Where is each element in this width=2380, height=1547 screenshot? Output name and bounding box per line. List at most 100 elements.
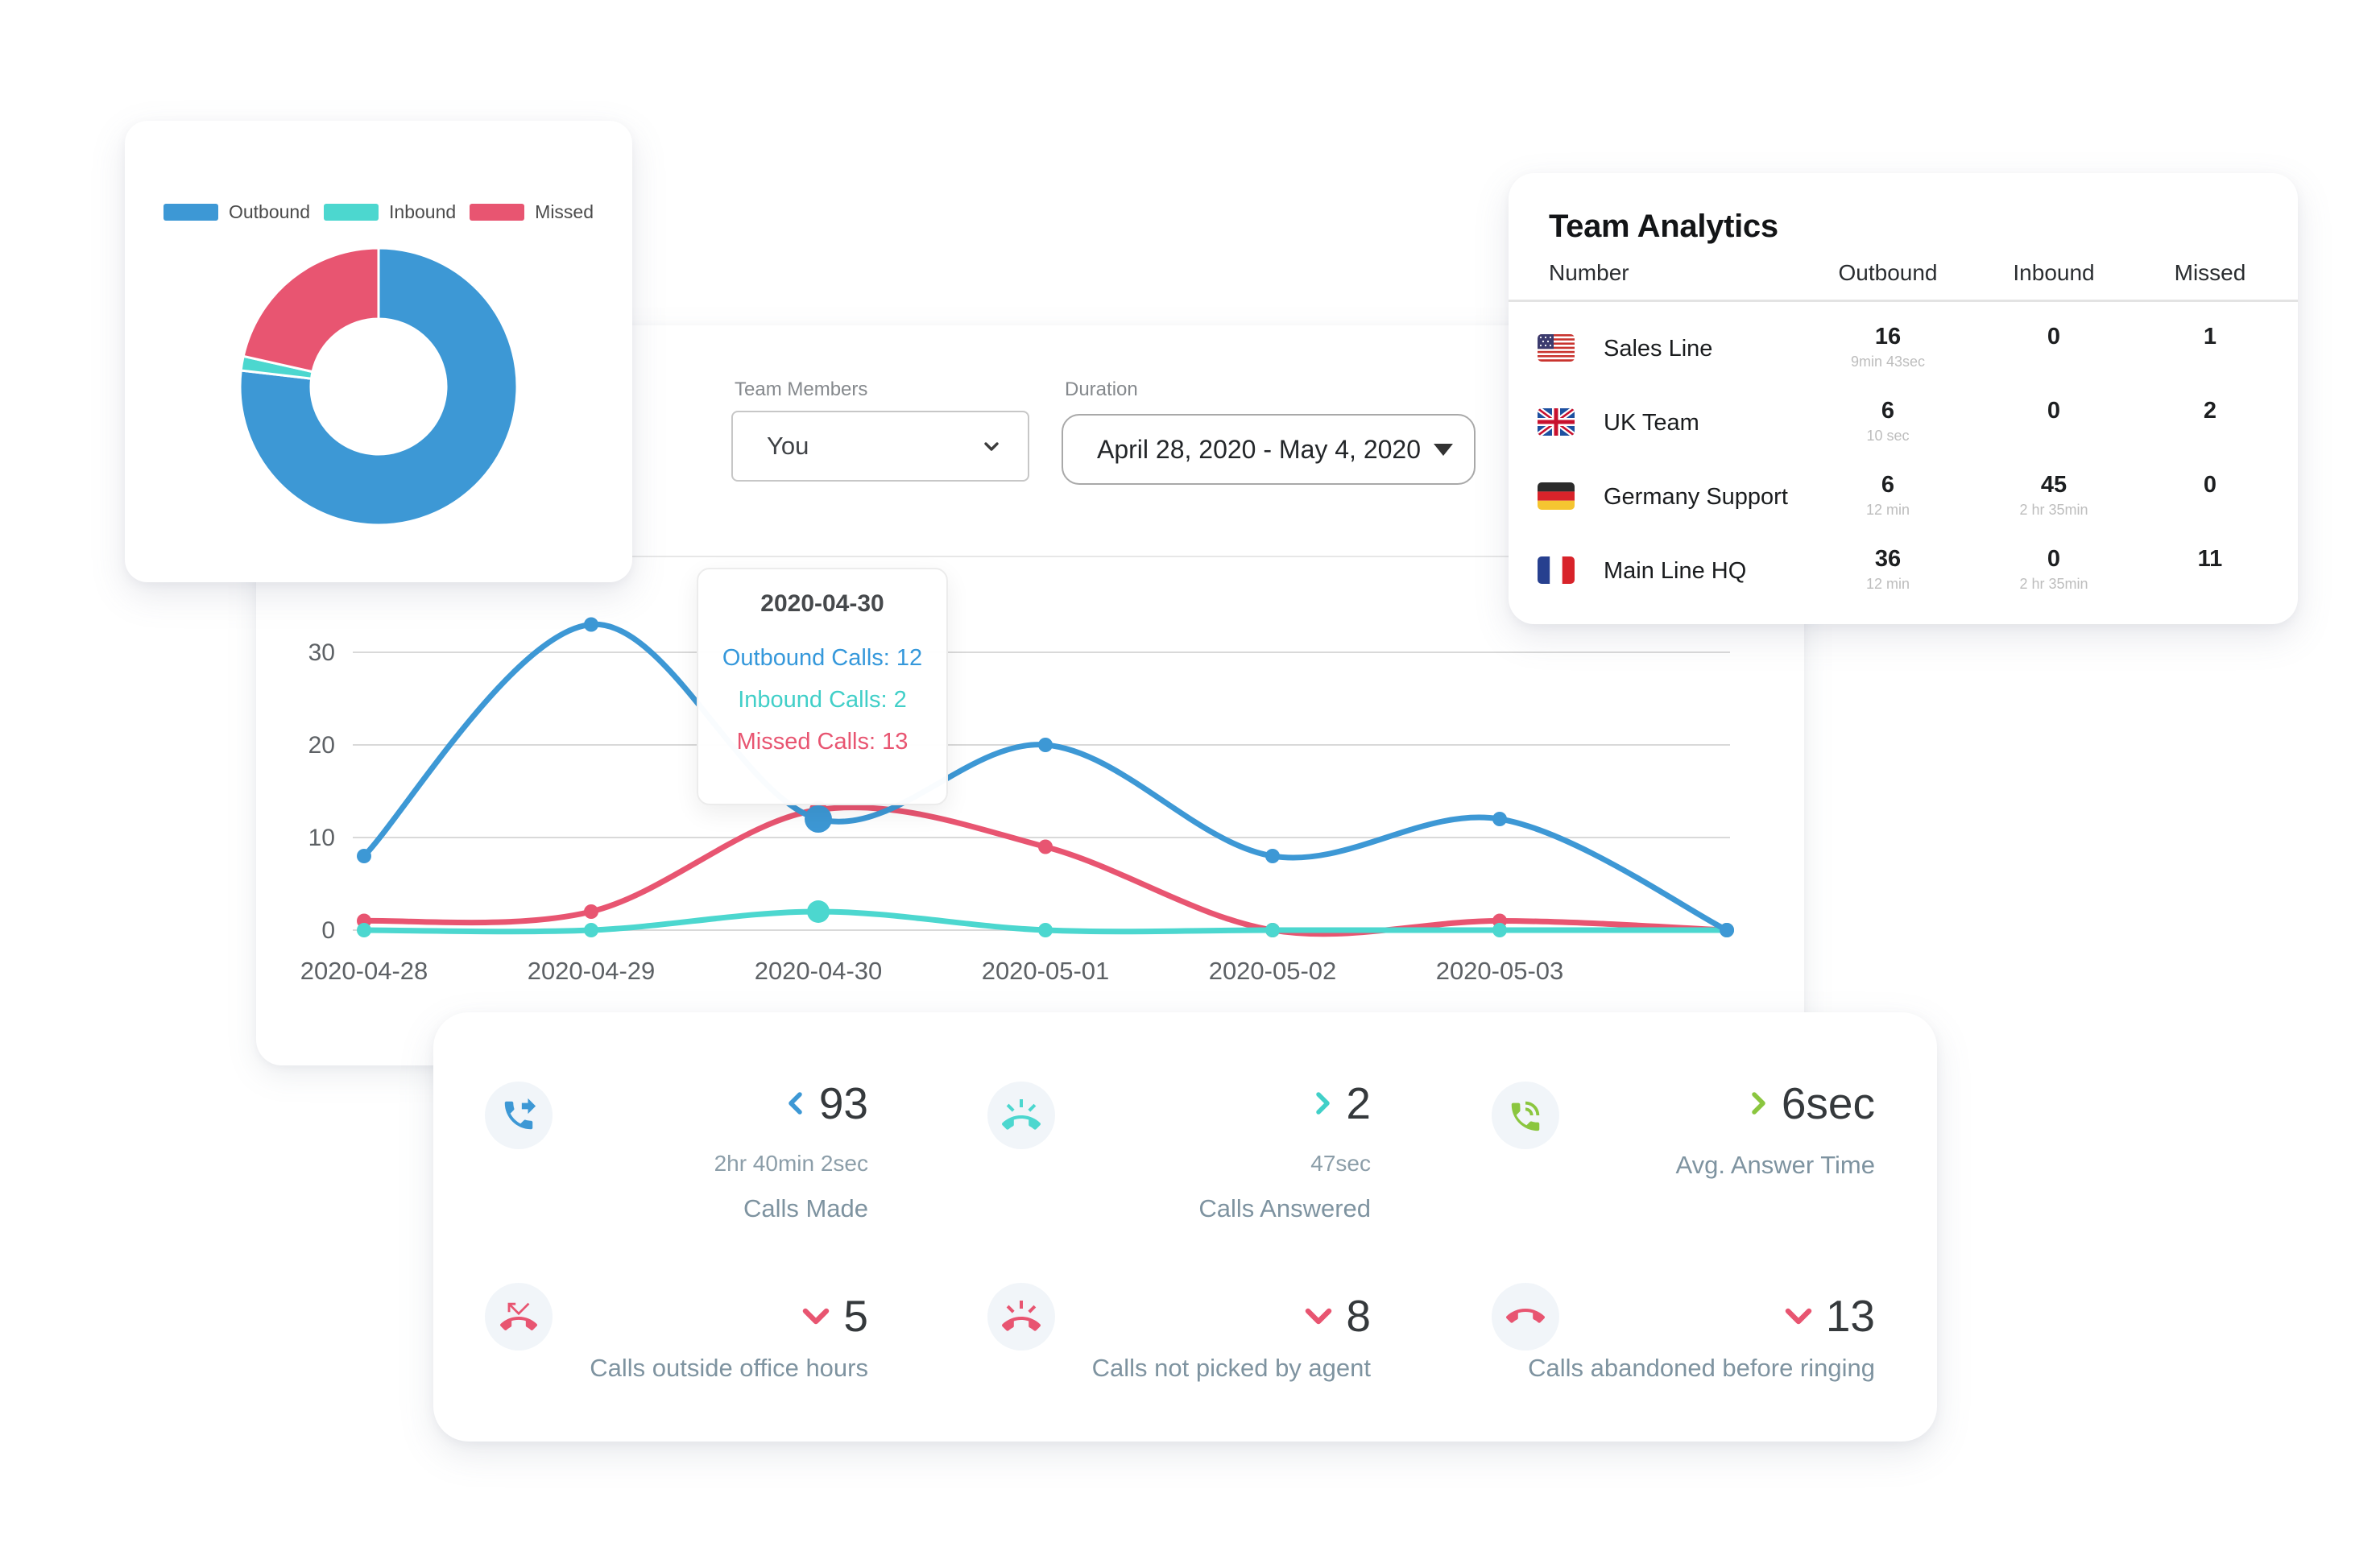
dot [1038,923,1053,937]
stat-icon-circle [485,1082,553,1149]
svg-text:2020-05-01: 2020-05-01 [982,957,1110,985]
svg-text:2020-05-02: 2020-05-02 [1209,957,1337,985]
table-row-sales-line: Sales Line 16 9min 43sec 0 1 [1509,311,2298,385]
table-header: Number Outbound Inbound Missed [1509,260,2298,287]
stat-calls-abandoned: 13 Calls abandoned before ringing [1472,1278,1875,1447]
dot [1265,849,1280,863]
svg-text:0: 0 [321,917,335,944]
legend-item-inbound[interactable]: Inbound [324,201,456,223]
phone-missed-icon [500,1302,537,1330]
team-members-value: You [767,432,809,460]
duration-picker[interactable]: April 28, 2020 - May 4, 2020 [1062,414,1476,485]
divider [256,556,1804,557]
legend-swatch-inbound [324,204,379,221]
stat-icon-circle [987,1283,1055,1351]
inbound-value: 0 [2047,324,2061,350]
table-row-uk-team: UK Team 6 10 sec 0 2 [1509,385,2298,459]
stat-subtitle: 47sec [1310,1151,1371,1176]
line-outbound-calls [361,621,1730,933]
stat-label: Calls Made [743,1194,868,1222]
dot [1038,738,1053,752]
team-analytics-card: Team Analytics Number Outbound Inbound M… [1509,173,2298,624]
duration-value: April 28, 2020 - May 4, 2020 [1097,434,1422,464]
stat-label: Calls not picked by agent [1091,1354,1371,1382]
chevron-left-icon [789,1092,802,1115]
outbound-duration: 9min 43sec [1850,354,1926,370]
stat-value: 6sec [1781,1078,1875,1128]
flag-us-icon [1538,334,1575,362]
dot [1720,923,1734,937]
inbound-value: 0 [2047,546,2061,572]
stat-calls-not-picked: 8 Calls not picked by agent [968,1278,1371,1447]
inbound-value: 45 [2040,472,2067,498]
stat-label: Calls outside office hours [590,1354,868,1382]
dot [357,923,371,937]
donut-slice-outbound [238,246,519,527]
dot [805,805,832,833]
dot [1492,812,1507,826]
stat-icon-circle [1492,1283,1559,1351]
missed-value: 1 [2203,324,2217,350]
missed-value: 2 [2203,398,2217,424]
ring-volume-icon [1002,1301,1041,1331]
call-end-icon [1506,1309,1545,1323]
call-stats-card: 93 2hr 40min 2sec Calls Made 2 47sec Cal… [433,1012,1937,1442]
stat-icon-circle [485,1283,553,1351]
dot [584,617,598,632]
outbound-value: 36 [1874,546,1902,572]
flag-fr-icon [1538,556,1575,584]
stat-label: Calls abandoned before ringing [1528,1354,1875,1382]
donut-chart[interactable] [234,242,524,532]
missed-value: 11 [2197,546,2223,572]
outbound-duration: 12 min [1865,502,1910,518]
team-name: Main Line HQ [1604,558,1747,584]
svg-text:2020-04-29: 2020-04-29 [528,957,656,985]
dot [584,923,598,937]
svg-text:10: 10 [308,825,335,851]
stat-value: 2 [1346,1078,1371,1128]
legend-item-missed[interactable]: Missed [470,201,594,223]
donut-legend: Outbound Inbound Missed [125,201,632,223]
stat-label: Avg. Answer Time [1675,1151,1875,1179]
stat-value: 8 [1346,1291,1371,1341]
chevron-right-icon [1316,1092,1331,1115]
stat-value: 13 [1825,1291,1875,1341]
column-number: Number [1549,260,1629,285]
divider [1509,300,2298,302]
dot [1265,923,1280,937]
inbound-duration: 2 hr 35min [2019,502,2088,518]
missed-value: 0 [2203,472,2217,498]
svg-text:2020-04-30: 2020-04-30 [755,957,883,985]
tooltip-missed: Missed Calls: 13 [736,729,909,755]
tooltip-date: 2020-04-30 [760,590,884,617]
svg-text:2020-04-28: 2020-04-28 [300,957,428,985]
legend-item-outbound[interactable]: Outbound [163,201,310,223]
ring-volume-icon [1002,1099,1041,1130]
calls-breakdown-card: Outbound Inbound Missed [125,121,632,582]
chevron-down-icon [1306,1308,1332,1325]
chart-tooltip: 2020-04-30 Outbound Calls: 12 Inbound Ca… [697,568,948,805]
svg-text:20: 20 [308,732,335,759]
team-name: UK Team [1604,410,1699,436]
team-name: Sales Line [1604,336,1713,362]
stat-icon-circle [1492,1082,1559,1149]
dot [1038,839,1053,854]
legend-label-missed: Missed [535,201,594,222]
caret-down-icon [1434,443,1454,456]
team-members-label: Team Members [735,378,868,400]
team-members-select[interactable]: You [731,411,1029,482]
column-missed: Missed [2174,260,2246,285]
svg-text:2020-05-03: 2020-05-03 [1436,957,1564,985]
outbound-duration: 12 min [1865,576,1910,592]
table-row-main-line-hq: Main Line HQ 36 12 min 0 2 hr 35min 11 [1509,533,2298,607]
stat-icon-circle [987,1082,1055,1149]
legend-swatch-missed [470,204,525,221]
inbound-value: 0 [2047,398,2061,424]
dot [807,900,830,923]
table-row-germany-support: Germany Support 6 12 min 45 2 hr 35min 0 [1509,459,2298,533]
stat-calls-outside-office-hours: 5 Calls outside office hours [466,1278,868,1447]
chevron-down-icon [803,1308,830,1325]
stat-subtitle: 2hr 40min 2sec [714,1151,868,1176]
